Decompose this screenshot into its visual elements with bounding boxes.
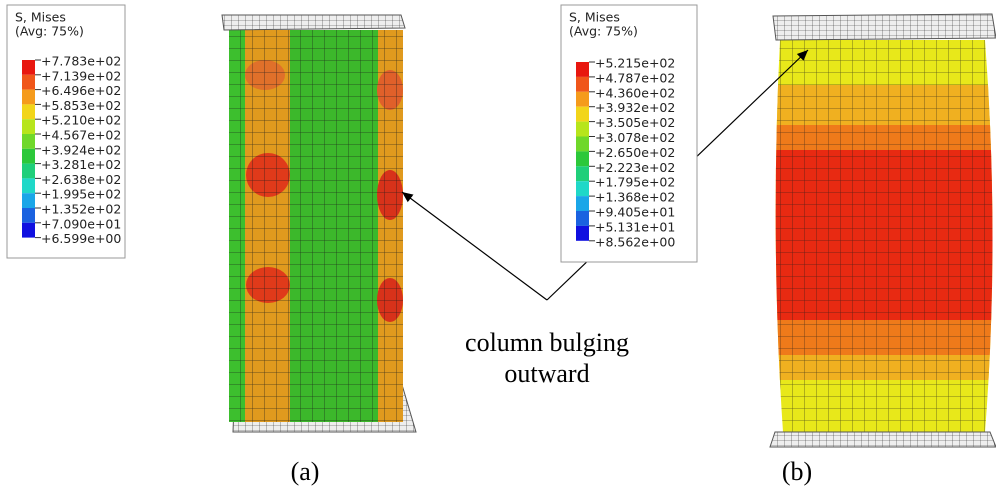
legend-label: +3.505e+02 xyxy=(595,115,675,130)
legend-swatch xyxy=(576,211,589,226)
legend-swatch xyxy=(576,122,589,137)
legend-title: S, Mises xyxy=(15,10,66,25)
legend-label: +8.562e+00 xyxy=(595,234,675,249)
legend-label: +2.650e+02 xyxy=(595,145,675,160)
legend-swatch xyxy=(22,134,35,149)
legend-swatch xyxy=(576,137,589,152)
legend-swatch xyxy=(22,149,35,164)
legend-swatch xyxy=(22,164,35,179)
legend-subtitle: (Avg: 75%) xyxy=(15,24,84,39)
caption: (a) xyxy=(291,457,320,486)
legend-label: +2.638e+02 xyxy=(41,172,121,187)
legend-swatch xyxy=(576,196,589,211)
legend-label: +1.995e+02 xyxy=(41,187,121,202)
annotation: outward xyxy=(504,359,589,388)
legend-label: +7.783e+02 xyxy=(41,54,121,69)
legend-label: +9.405e+01 xyxy=(595,205,675,220)
legend-swatch xyxy=(22,119,35,134)
legend-label: +6.599e+00 xyxy=(41,231,121,246)
legend-label: +4.787e+02 xyxy=(595,70,675,85)
legend-label: +1.368e+02 xyxy=(595,190,675,205)
legend-label: +7.139e+02 xyxy=(41,68,121,83)
legend-swatch xyxy=(576,107,589,122)
legend-label: +4.360e+02 xyxy=(595,85,675,100)
legend-label: +4.567e+02 xyxy=(41,128,121,143)
legend-label: +7.090e+01 xyxy=(41,216,121,231)
legend-swatch xyxy=(22,90,35,105)
legend-label: +2.223e+02 xyxy=(595,160,675,175)
column-b xyxy=(760,14,996,447)
legend-label: +1.352e+02 xyxy=(41,202,121,217)
legend-label: +5.131e+01 xyxy=(595,219,675,234)
column-a xyxy=(222,15,416,432)
legend-label: +5.210e+02 xyxy=(41,113,121,128)
legend-swatch xyxy=(576,62,589,77)
legend-swatch xyxy=(576,226,589,241)
legend-swatch xyxy=(22,104,35,119)
figure: column bulging outward (a) (b) S, Mises(… xyxy=(0,0,996,498)
legend-swatch xyxy=(576,181,589,196)
legend-swatch xyxy=(22,60,35,75)
legend-swatch xyxy=(576,166,589,181)
legend-label: +3.932e+02 xyxy=(595,100,675,115)
legend-swatch xyxy=(576,92,589,107)
legend-title: S, Mises xyxy=(569,10,620,25)
legend-subtitle: (Avg: 75%) xyxy=(569,24,638,39)
legend-swatch xyxy=(22,178,35,193)
legend-swatch xyxy=(22,75,35,90)
legend-swatch xyxy=(22,193,35,208)
legend-label: +6.496e+02 xyxy=(41,83,121,98)
legend-label: +3.924e+02 xyxy=(41,142,121,157)
legend-swatch xyxy=(22,208,35,223)
legend-swatch xyxy=(576,151,589,166)
legend-swatch xyxy=(22,223,35,238)
arrow xyxy=(402,192,547,300)
legend-label: +1.795e+02 xyxy=(595,175,675,190)
annotation: column bulging xyxy=(465,328,629,357)
legend-label: +5.215e+02 xyxy=(595,56,675,71)
legend-label: +3.281e+02 xyxy=(41,157,121,172)
legend-swatch xyxy=(576,77,589,92)
legend-label: +5.853e+02 xyxy=(41,98,121,113)
legend-label: +3.078e+02 xyxy=(595,130,675,145)
caption: (b) xyxy=(782,457,812,486)
